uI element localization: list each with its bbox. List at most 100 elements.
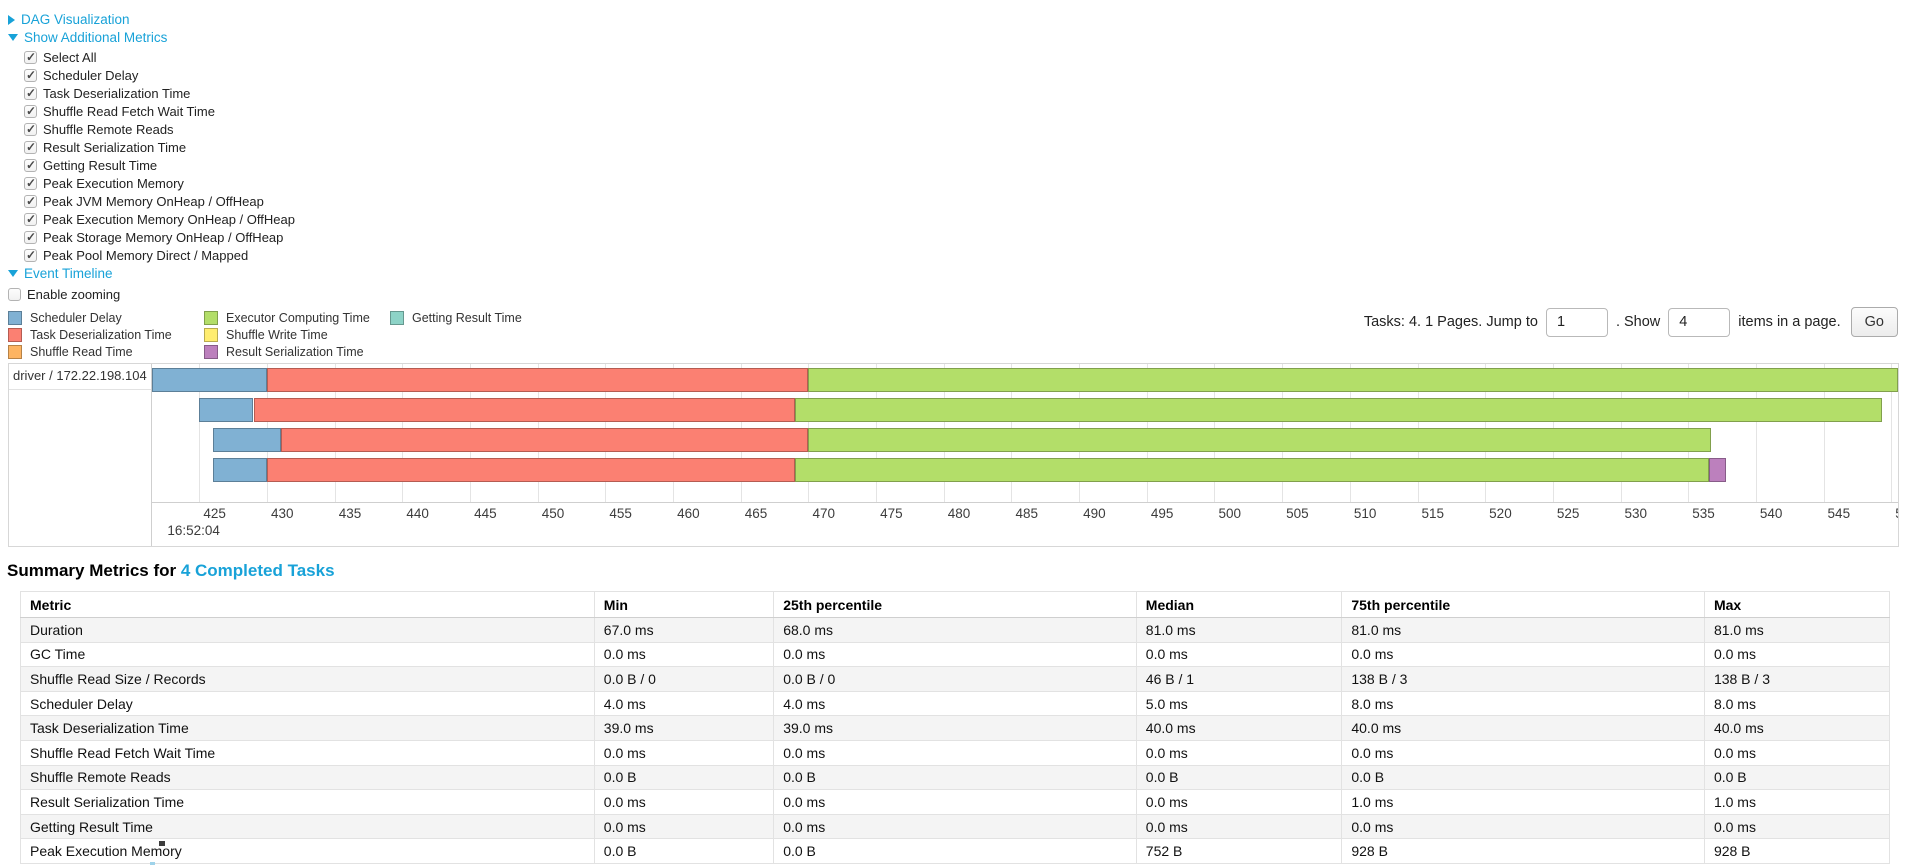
- dag-visualization-label: DAG Visualization: [21, 12, 130, 27]
- task-timeline-bar[interactable]: [152, 368, 1898, 392]
- metric-checkbox[interactable]: [24, 176, 37, 190]
- axis-tick-label: 490: [1083, 506, 1106, 521]
- metric-value-cell: 0.0 ms: [1135, 641, 1343, 668]
- metric-checkbox[interactable]: [24, 50, 37, 64]
- axis-tick-label: 515: [1421, 506, 1445, 521]
- task-deserialization-segment: [267, 368, 809, 392]
- axis-tick-label: 435: [338, 506, 362, 521]
- scheduler-delay-swatch-icon: [8, 310, 22, 325]
- executor-group-label: driver / 172.22.198.104: [9, 364, 151, 390]
- legend-item: Scheduler Delay: [8, 309, 190, 326]
- metric-checkbox[interactable]: [24, 194, 37, 208]
- items-per-page-input[interactable]: [1668, 307, 1731, 337]
- metric-checkbox[interactable]: [24, 68, 37, 82]
- axis-tick-label: 525: [1556, 506, 1580, 521]
- task-pagination: Tasks: 4. 1 Pages. Jump to . Show items …: [1364, 307, 1898, 337]
- table-header-cell: Max: [1703, 591, 1891, 618]
- task-deserialization-segment: [253, 398, 795, 422]
- metric-value-cell: 39.0 ms: [773, 715, 1137, 741]
- metric-value-cell: 40.0 ms: [1135, 715, 1343, 741]
- enable-zooming-label: Enable zooming: [27, 286, 121, 302]
- axis-tick-label: 445: [474, 506, 497, 521]
- metric-checkbox-row: Select All: [24, 48, 1907, 66]
- shuffle-read-swatch-icon: [8, 344, 22, 359]
- task-timeline-bar[interactable]: [152, 458, 1898, 482]
- metric-value-cell: 0.0 ms: [773, 739, 1137, 766]
- axis-tick-label: 460: [677, 506, 700, 521]
- show-additional-metrics-toggle[interactable]: Show Additional Metrics: [8, 30, 1907, 45]
- summary-metrics-table: Metric Min 25th percentile Median 75th perce…: [20, 591, 1891, 864]
- timeline-legend: Scheduler Delay Task Deserialization Time…: [8, 309, 536, 360]
- metric-checkbox-label: Peak Execution Memory OnHeap / OffHeap: [43, 211, 295, 227]
- clipped-content-fragment: [159, 841, 165, 846]
- legend-label: Shuffle Read Time: [30, 344, 133, 359]
- metric-checkbox[interactable]: [24, 212, 37, 226]
- metric-name-cell: Task Deserialization Time: [20, 715, 595, 741]
- axis-tick-label: 425: [203, 506, 226, 521]
- metric-checkbox[interactable]: [24, 104, 37, 118]
- metric-checkbox[interactable]: [24, 140, 37, 154]
- metric-value-cell: 81.0 ms: [1703, 617, 1891, 643]
- task-deserialization-swatch-icon: [8, 327, 22, 342]
- metric-value-cell: 928 B: [1703, 838, 1891, 864]
- tasks-count-text: Tasks: 4. 1 Pages. Jump to: [1363, 314, 1538, 330]
- metric-checkbox-label: Getting Result Time: [43, 157, 158, 173]
- metric-value-cell: 0.0 B: [593, 764, 775, 791]
- executor-computing-swatch-icon: [204, 310, 218, 325]
- metric-checkbox-label: Result Serialization Time: [43, 139, 187, 155]
- metric-name-cell: Shuffle Read Size / Records: [20, 666, 595, 692]
- task-timeline-bar[interactable]: [152, 428, 1898, 452]
- metric-value-cell: 4.0 ms: [593, 690, 775, 717]
- metric-value-cell: 138 B / 3: [1703, 666, 1891, 692]
- metric-checkbox[interactable]: [24, 230, 37, 244]
- jump-to-page-input[interactable]: [1545, 307, 1608, 337]
- table-row: Result Serialization Time 0.0 ms 0.0 ms 0.0…: [20, 789, 1891, 815]
- event-timeline-toggle[interactable]: Event Timeline: [8, 266, 1907, 281]
- axis-tick-label: 530: [1624, 506, 1648, 521]
- metric-value-cell: 752 B: [1135, 838, 1343, 864]
- metric-value-cell: 0.0 ms: [1135, 813, 1343, 840]
- task-timeline-bar[interactable]: [152, 398, 1898, 422]
- axis-gridline: [199, 364, 201, 502]
- metric-checkbox[interactable]: [24, 158, 37, 172]
- metric-checkbox-row: Shuffle Read Fetch Wait Time: [24, 102, 1907, 120]
- axis-tick-label: 455: [609, 506, 632, 521]
- metric-checkbox-label: Shuffle Remote Reads: [43, 121, 174, 137]
- table-header-cell: Min: [593, 591, 775, 618]
- event-timeline-label: Event Timeline: [24, 266, 113, 281]
- legend-item: Shuffle Read Time: [8, 343, 190, 360]
- axis-tick-label: 465: [744, 506, 768, 521]
- table-header-row: Metric Min 25th percentile Median 75th perce…: [20, 591, 1891, 618]
- metric-checkbox-row: Getting Result Time: [24, 156, 1907, 174]
- table-row: Shuffle Remote Reads 0.0 B 0.0 B 0.0 B 0.0 B…: [20, 764, 1891, 791]
- metric-checkbox-row: Peak Execution Memory OnHeap / OffHeap: [24, 210, 1907, 228]
- metric-checkbox[interactable]: [24, 248, 37, 262]
- enable-zooming-row: Enable zooming: [8, 285, 1907, 303]
- table-header-cell: 25th percentile: [773, 591, 1137, 618]
- completed-tasks-link[interactable]: 4 Completed Tasks: [180, 561, 335, 580]
- table-row: Shuffle Read Fetch Wait Time 0.0 ms 0.0 ms…: [20, 739, 1891, 766]
- metric-checkbox[interactable]: [24, 86, 37, 100]
- metric-checkbox[interactable]: [24, 122, 37, 136]
- go-button[interactable]: Go: [1850, 307, 1898, 337]
- scheduler-delay-segment: [212, 458, 268, 482]
- scheduler-delay-segment: [152, 368, 268, 392]
- legend-item: Getting Result Time: [390, 309, 522, 326]
- table-row: Task Deserialization Time 39.0 ms 39.0 ms 4…: [20, 715, 1891, 741]
- metric-name-cell: Shuffle Remote Reads: [20, 764, 595, 791]
- dag-visualization-toggle[interactable]: DAG Visualization: [8, 12, 1907, 27]
- metric-value-cell: 0.0 B / 0: [773, 666, 1137, 692]
- legend-item: Executor Computing Time: [204, 309, 376, 326]
- collapsed-arrow-icon: [8, 14, 15, 25]
- metric-value-cell: 0.0 ms: [1703, 739, 1891, 766]
- legend-item: Task Deserialization Time: [8, 326, 190, 343]
- executor-computing-segment: [808, 368, 1898, 392]
- executor-computing-segment: [794, 398, 1882, 422]
- timeline-header: Scheduler Delay Task Deserialization Time…: [0, 307, 1907, 363]
- table-header-cell: Median: [1135, 591, 1343, 618]
- enable-zooming-checkbox[interactable]: [8, 287, 21, 301]
- metric-value-cell: 4.0 ms: [773, 690, 1137, 717]
- legend-item: Result Serialization Time: [204, 343, 376, 360]
- legend-column: Scheduler Delay Task Deserialization Time…: [8, 309, 190, 360]
